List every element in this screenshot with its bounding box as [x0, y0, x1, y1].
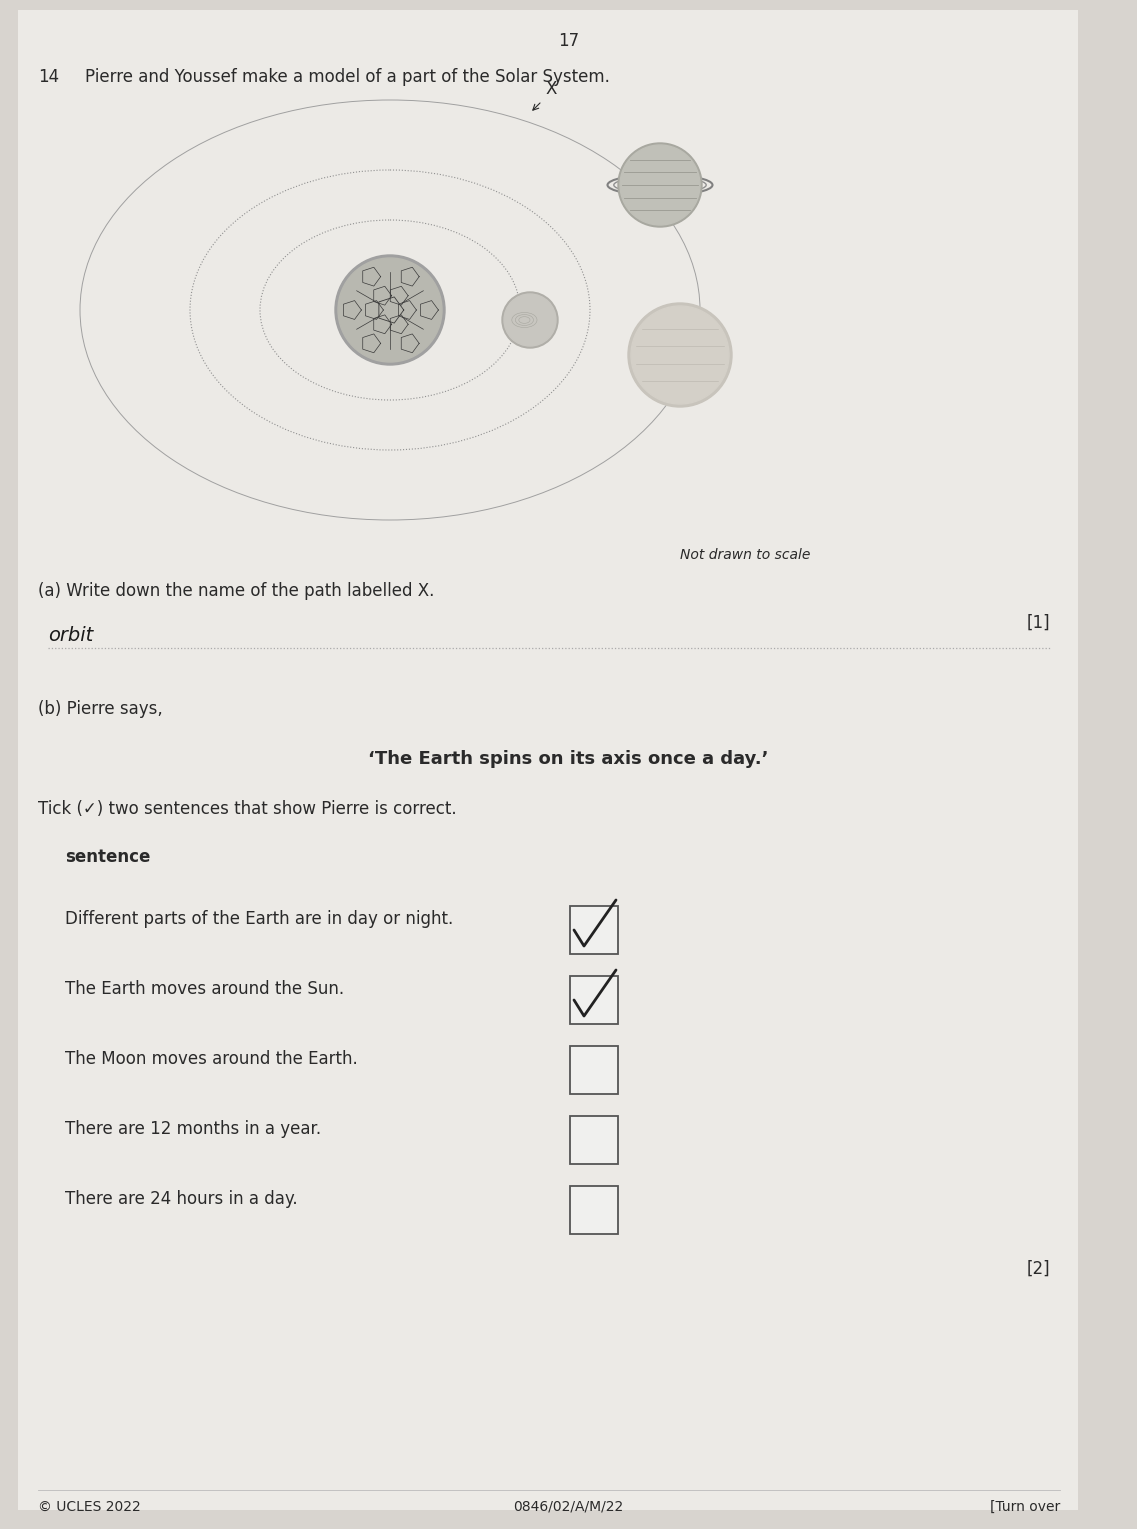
Text: sentence: sentence: [65, 849, 150, 865]
Circle shape: [338, 258, 442, 362]
Text: 14: 14: [38, 67, 59, 86]
Text: 0846/02/A/M/22: 0846/02/A/M/22: [514, 1500, 623, 1514]
Text: There are 12 months in a year.: There are 12 months in a year.: [65, 1121, 321, 1138]
Bar: [570, 907, 619, 954]
FancyBboxPatch shape: [18, 11, 1078, 1511]
Text: [Turn over: [Turn over: [989, 1500, 1060, 1514]
Text: Tick (✓) two sentences that show Pierre is correct.: Tick (✓) two sentences that show Pierre …: [38, 800, 457, 818]
Text: The Earth moves around the Sun.: The Earth moves around the Sun.: [65, 980, 345, 998]
Text: X: X: [545, 80, 556, 98]
Text: orbit: orbit: [48, 625, 93, 645]
Text: Different parts of the Earth are in day or night.: Different parts of the Earth are in day …: [65, 910, 454, 928]
Text: [2]: [2]: [1027, 1260, 1049, 1278]
Text: 17: 17: [558, 32, 579, 50]
Bar: [570, 1187, 619, 1234]
Bar: [570, 1116, 619, 1164]
Circle shape: [631, 306, 729, 404]
Circle shape: [619, 144, 702, 226]
Text: (b) Pierre says,: (b) Pierre says,: [38, 700, 163, 719]
Bar: [570, 976, 619, 1024]
Circle shape: [335, 255, 445, 365]
Text: © UCLES 2022: © UCLES 2022: [38, 1500, 141, 1514]
Circle shape: [628, 303, 732, 407]
Text: ‘The Earth spins on its axis once a day.’: ‘The Earth spins on its axis once a day.…: [368, 751, 769, 768]
Circle shape: [620, 145, 700, 225]
Text: There are 24 hours in a day.: There are 24 hours in a day.: [65, 1190, 298, 1208]
Circle shape: [503, 292, 558, 349]
Bar: [570, 1046, 619, 1095]
Text: Pierre and Youssef make a model of a part of the Solar System.: Pierre and Youssef make a model of a par…: [85, 67, 609, 86]
Text: [1]: [1]: [1027, 615, 1049, 631]
Text: (a) Write down the name of the path labelled X.: (a) Write down the name of the path labe…: [38, 583, 434, 599]
Text: Not drawn to scale: Not drawn to scale: [680, 547, 810, 563]
Circle shape: [504, 294, 556, 346]
Text: The Moon moves around the Earth.: The Moon moves around the Earth.: [65, 1050, 358, 1067]
Bar: [1080, 11, 1137, 1511]
